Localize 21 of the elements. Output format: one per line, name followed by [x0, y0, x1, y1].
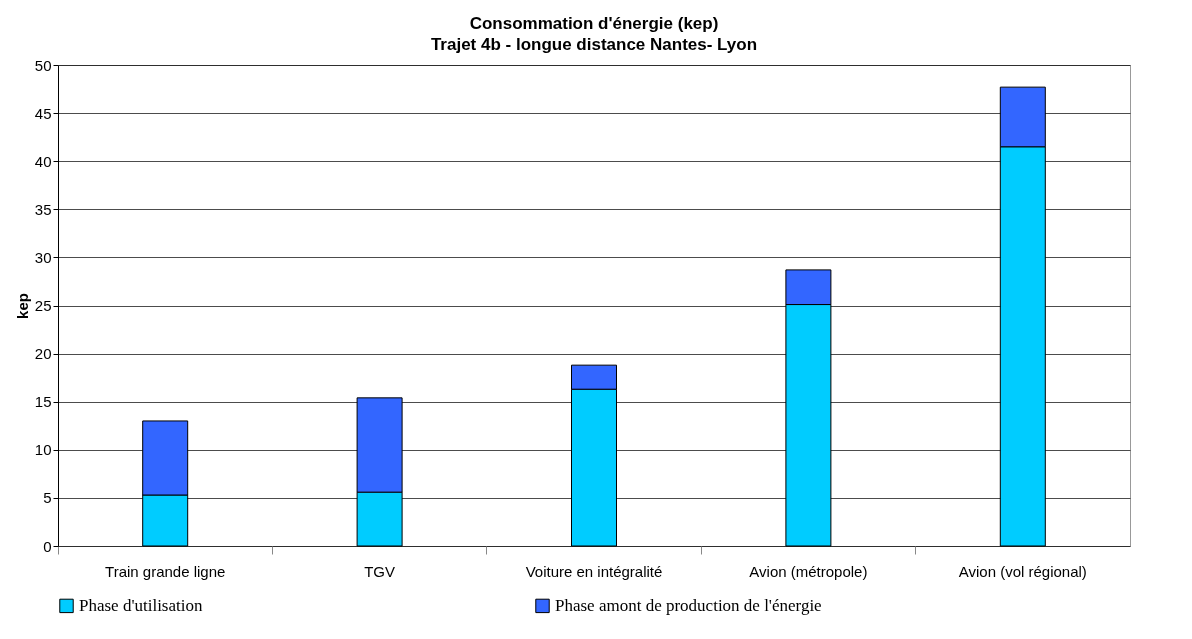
- y-axis-title: kep: [13, 293, 31, 319]
- legend-label: Phase amont de production de l'énergie: [555, 595, 822, 615]
- x-tick-label: Train grande ligne: [105, 562, 226, 580]
- x-tick-label: TGV: [364, 562, 396, 580]
- y-tick-label: 45: [34, 104, 52, 122]
- y-tick-label: 0: [43, 537, 52, 555]
- chart-subtitle: Trajet 4b - longue distance Nantes- Lyon: [430, 35, 758, 54]
- y-tick-label: 25: [34, 297, 52, 314]
- x-tick-label: Avion (vol régional): [958, 562, 1087, 580]
- y-tick-label: 40: [34, 152, 52, 170]
- y-tick-label: 35: [34, 200, 52, 218]
- y-tick-label: 50: [34, 56, 52, 74]
- x-tick-label: Avion (métropole): [749, 562, 868, 580]
- chart-title: Consommation d'énergie (kep): [469, 14, 719, 33]
- y-tick-label: 20: [34, 345, 52, 363]
- y-tick-label: 10: [34, 441, 52, 459]
- legend-label: Phase d'utilisation: [79, 595, 203, 615]
- y-tick-label: 30: [34, 248, 52, 266]
- y-tick-label: 15: [34, 393, 52, 411]
- y-tick-label: 5: [43, 489, 52, 507]
- x-tick-label: Voiture en intégralité: [525, 562, 663, 580]
